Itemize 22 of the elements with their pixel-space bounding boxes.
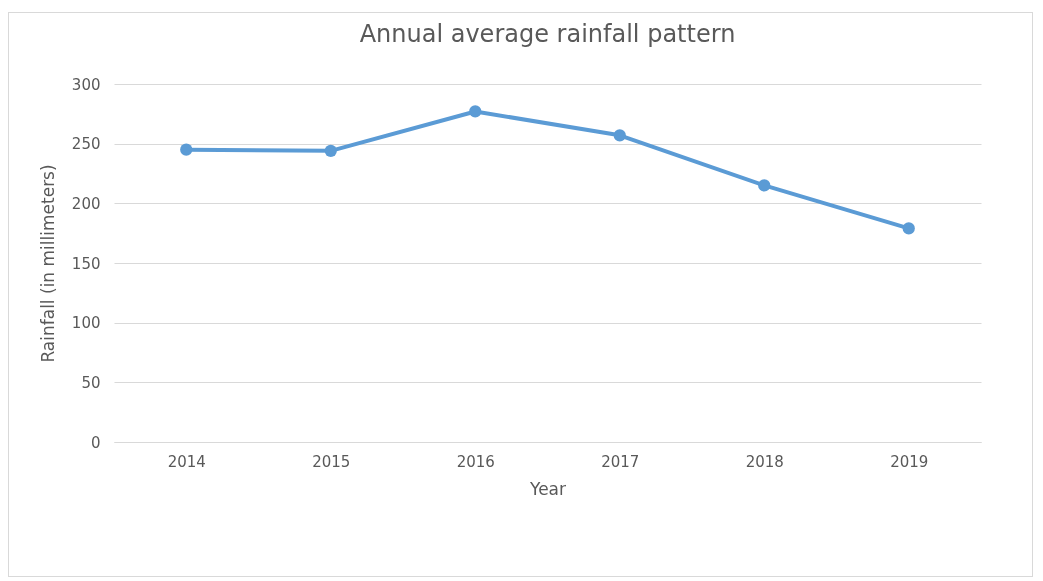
y-tick-label: 300 — [71, 75, 101, 94]
point — [758, 179, 771, 192]
y-tick-label: 50 — [81, 373, 101, 392]
y-tick-label: 250 — [71, 135, 101, 154]
point — [180, 143, 193, 156]
point — [613, 129, 626, 142]
x-tick-label: 2015 — [312, 452, 351, 471]
x-tick-label: 2016 — [456, 452, 495, 471]
y-axis-title: Rainfall (in millimeters) — [37, 164, 58, 363]
point — [324, 144, 337, 157]
x-tick-label: 2014 — [167, 452, 206, 471]
y-tick-label: 0 — [90, 433, 101, 452]
point — [902, 222, 915, 235]
point — [469, 105, 482, 118]
chart-title: Annual average rainfall pattern — [359, 20, 736, 48]
y-tick-label: 150 — [71, 254, 101, 273]
x-tick-label: 2018 — [745, 452, 784, 471]
x-tick-label: 2017 — [601, 452, 640, 471]
y-tick-label: 200 — [71, 194, 101, 213]
x-tick-label: 2019 — [890, 452, 929, 471]
x-axis-title: Year — [529, 478, 566, 499]
y-tick-label: 100 — [71, 314, 101, 333]
